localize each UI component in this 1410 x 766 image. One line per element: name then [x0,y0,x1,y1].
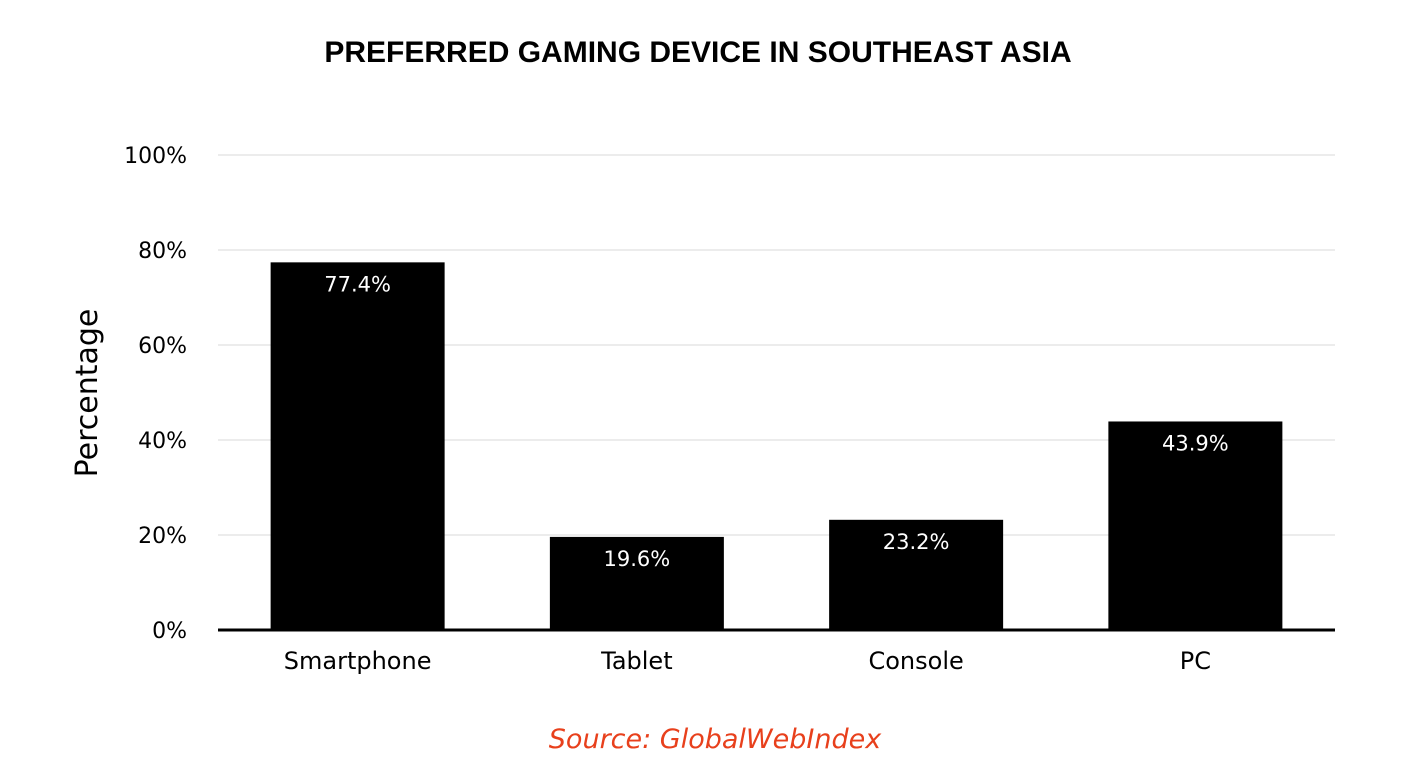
y-axis-ticks: 0% 20% 40% 60% 80% 100% [124,144,187,644]
y-tick-label: 100% [124,144,187,169]
source-note: Source: GlobalWebIndex [549,724,882,755]
bars [270,262,1283,630]
y-tick-label: 0% [152,619,187,644]
bar-pc [1108,421,1283,630]
data-label: 19.6% [604,547,671,571]
data-labels: 77.4% 19.6% 23.2% 43.9% [324,272,1228,571]
y-tick-label: 60% [138,334,187,359]
x-tick-label: Tablet [600,647,672,675]
x-tick-label: PC [1180,647,1211,675]
data-label: 43.9% [1162,431,1229,455]
chart-title: PREFERRED GAMING DEVICE IN SOUTHEAST ASI… [324,36,1071,69]
data-label: 23.2% [883,530,950,554]
bar-tablet [549,536,724,630]
y-tick-label: 80% [138,239,187,264]
y-axis-label: Percentage [70,309,105,478]
x-axis-ticks: Smartphone Tablet Console PC [284,647,1211,675]
data-label: 77.4% [324,272,391,296]
bar-smartphone [270,262,445,630]
bar-console [829,519,1004,630]
x-tick-label: Console [868,647,963,675]
y-tick-label: 20% [138,524,187,549]
y-tick-label: 40% [138,429,187,454]
x-tick-label: Smartphone [284,647,432,675]
